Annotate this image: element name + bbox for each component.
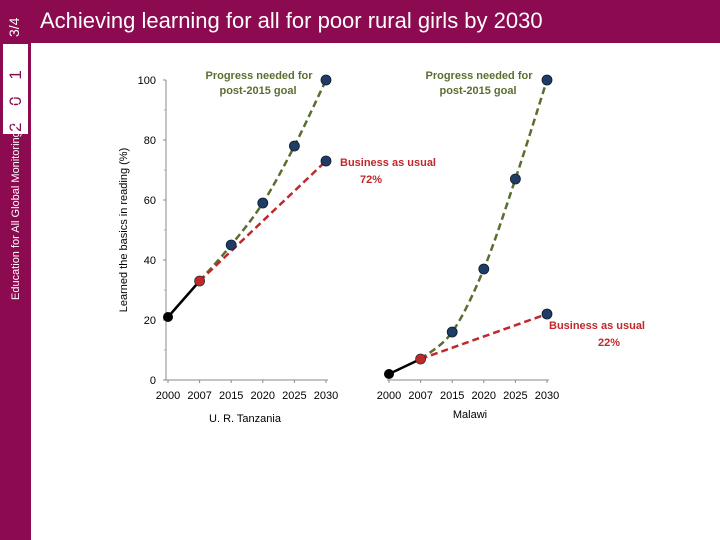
progress-annotation: post-2015 goal (219, 85, 296, 97)
y-axis-label: Learned the basics in reading (%) (118, 148, 130, 312)
progress-needed-point (257, 197, 269, 209)
progress-needed-point (510, 173, 521, 185)
historical-point (384, 369, 394, 379)
x-tick-label: 2030 (535, 390, 559, 402)
progress-needed-point (225, 239, 237, 251)
x-tick-label: 2020 (251, 390, 275, 402)
business-as-usual-annotation: Business as usual (340, 157, 436, 169)
sidebar: 2 0 1 (0, 43, 31, 540)
x-tick-label: 2025 (503, 390, 527, 402)
year-box: 2 0 1 (2, 43, 29, 135)
x-tick-label: 2025 (282, 390, 306, 402)
y-tick-label: 80 (144, 135, 156, 147)
business-as-usual-value: 72% (360, 174, 382, 186)
y-tick-label: 100 (138, 75, 156, 87)
historical-line (167, 280, 201, 318)
historical-line (388, 357, 422, 376)
x-tick-label: 2007 (187, 390, 211, 402)
progress-needed-point (288, 140, 300, 152)
progress-needed-line (419, 79, 549, 360)
business-as-usual-point (541, 308, 553, 320)
progress-annotation: Progress needed for (426, 70, 534, 82)
x-tick-label: 2030 (314, 390, 338, 402)
y-tick-label: 20 (144, 315, 156, 327)
progress-needed-point (541, 74, 553, 86)
x-tick-label: 2007 (408, 390, 432, 402)
baseline-2007-point (194, 275, 206, 287)
y-tick-label: 60 (144, 195, 156, 207)
x-tick-label: 2015 (440, 390, 464, 402)
header-bar: Achieving learning for all for poor rura… (0, 0, 720, 43)
y-tick-label: 0 (150, 375, 156, 387)
x-tick-label: 2000 (156, 390, 180, 402)
panel-label: Malawi (453, 409, 487, 421)
progress-needed-point (320, 74, 332, 86)
progress-needed-point (446, 326, 458, 338)
y-tick-label: 40 (144, 255, 156, 267)
business-as-usual-value: 22% (598, 337, 620, 349)
baseline-2007-point (415, 353, 427, 365)
historical-point (163, 312, 173, 322)
business-as-usual-annotation: Business as usual (549, 320, 645, 332)
x-tick-label: 2020 (472, 390, 496, 402)
business-as-usual-line (420, 312, 548, 361)
business-as-usual-line (198, 160, 327, 282)
progress-annotation: post-2015 goal (439, 85, 516, 97)
x-tick-label: 2015 (219, 390, 243, 402)
panel-label: U. R. Tanzania (209, 413, 282, 425)
page-title: Achieving learning for all for poor rura… (40, 8, 543, 33)
progress-annotation: Progress needed for (206, 70, 314, 82)
progress-needed-point (478, 263, 490, 275)
business-as-usual-point (320, 155, 332, 167)
x-tick-label: 2000 (377, 390, 401, 402)
